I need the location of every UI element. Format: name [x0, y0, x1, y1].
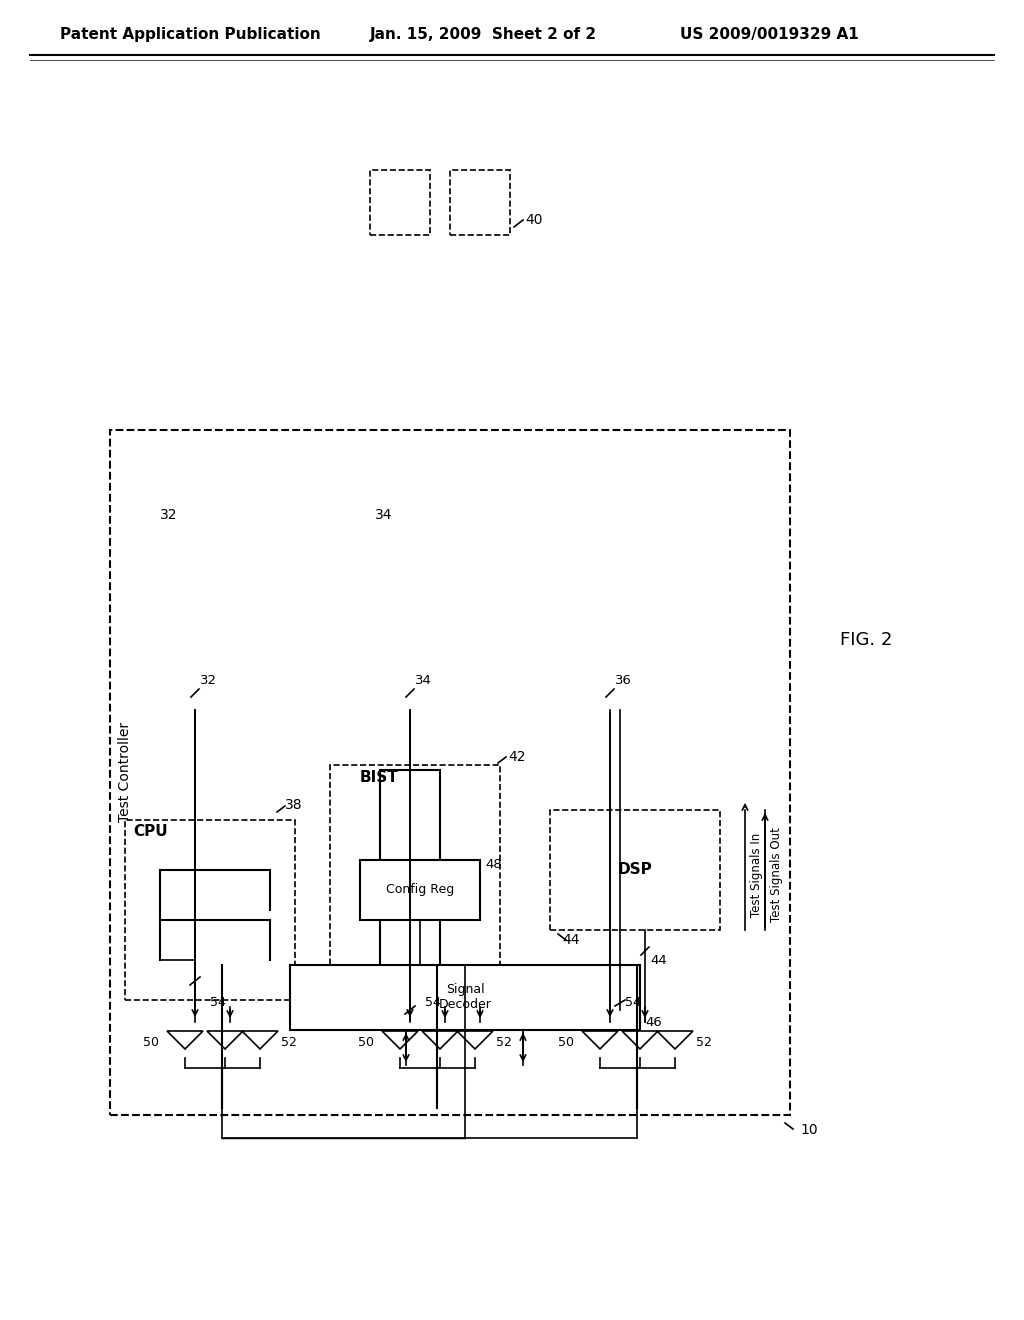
Polygon shape [622, 1031, 658, 1049]
Text: 38: 38 [285, 799, 303, 812]
Polygon shape [422, 1031, 458, 1049]
Text: 34: 34 [415, 673, 432, 686]
Text: 50: 50 [143, 1035, 159, 1048]
Polygon shape [167, 1031, 203, 1049]
Text: 34: 34 [375, 508, 392, 521]
Text: 44: 44 [562, 933, 580, 946]
Polygon shape [207, 1031, 243, 1049]
Text: FIG. 2: FIG. 2 [840, 631, 892, 649]
Text: 48: 48 [485, 858, 502, 871]
Polygon shape [457, 1031, 493, 1049]
Text: 52: 52 [496, 1035, 512, 1048]
Text: 50: 50 [358, 1035, 374, 1048]
Bar [550, 810, 720, 931]
Bar [290, 965, 640, 1030]
Text: 36: 36 [615, 673, 632, 686]
Polygon shape [242, 1031, 278, 1049]
Text: 52: 52 [696, 1035, 712, 1048]
Bar [370, 170, 430, 235]
Bar [125, 820, 295, 1001]
Text: 40: 40 [525, 213, 543, 227]
Text: Test Signals In: Test Signals In [750, 833, 763, 917]
Text: 46: 46 [645, 1015, 662, 1028]
Text: 32: 32 [200, 673, 217, 686]
Text: 50: 50 [558, 1035, 574, 1048]
Text: 42: 42 [508, 750, 525, 764]
Bar [330, 766, 500, 1001]
Text: Test Signals Out: Test Signals Out [770, 828, 783, 923]
Text: CPU: CPU [133, 825, 168, 840]
Text: 54: 54 [625, 995, 641, 1008]
Text: Test Controller: Test Controller [118, 722, 132, 822]
Text: BIST: BIST [360, 770, 398, 784]
Bar [380, 770, 440, 1010]
Text: 32: 32 [160, 508, 177, 521]
Text: Config Reg: Config Reg [386, 883, 454, 896]
Text: 52: 52 [281, 1035, 297, 1048]
Bar [360, 861, 480, 920]
Polygon shape [657, 1031, 693, 1049]
Bar [450, 170, 510, 235]
Text: Signal
Decoder: Signal Decoder [438, 983, 492, 1011]
Text: 44: 44 [650, 953, 667, 966]
Polygon shape [382, 1031, 418, 1049]
Text: DSP: DSP [617, 862, 652, 878]
Polygon shape [582, 1031, 618, 1049]
Text: 54: 54 [210, 995, 226, 1008]
Bar [110, 430, 790, 1115]
Text: Jan. 15, 2009  Sheet 2 of 2: Jan. 15, 2009 Sheet 2 of 2 [370, 28, 597, 42]
Text: Patent Application Publication: Patent Application Publication [60, 28, 321, 42]
Text: 10: 10 [800, 1123, 817, 1137]
Text: 54: 54 [425, 995, 441, 1008]
Text: US 2009/0019329 A1: US 2009/0019329 A1 [680, 28, 859, 42]
